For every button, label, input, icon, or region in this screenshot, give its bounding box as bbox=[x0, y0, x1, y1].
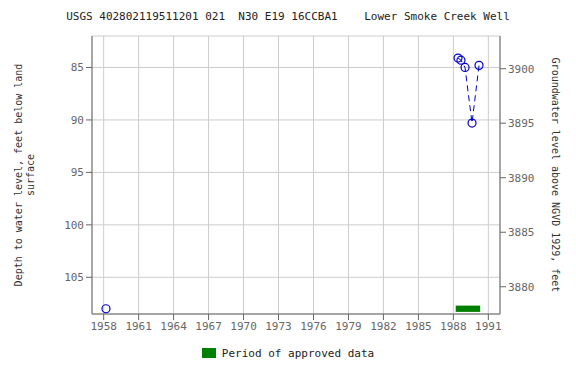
svg-text:1970: 1970 bbox=[230, 320, 257, 333]
svg-text:1991: 1991 bbox=[475, 320, 502, 333]
svg-text:1979: 1979 bbox=[335, 320, 362, 333]
svg-text:3895: 3895 bbox=[508, 117, 535, 130]
svg-text:1982: 1982 bbox=[370, 320, 397, 333]
svg-text:3880: 3880 bbox=[508, 281, 535, 294]
svg-text:90: 90 bbox=[71, 114, 84, 127]
svg-text:1961: 1961 bbox=[125, 320, 152, 333]
svg-text:1988: 1988 bbox=[440, 320, 467, 333]
svg-text:105: 105 bbox=[64, 271, 84, 284]
svg-text:1985: 1985 bbox=[405, 320, 432, 333]
svg-text:1976: 1976 bbox=[300, 320, 327, 333]
html-text:Period of approved data: Period of approved data bbox=[221, 346, 375, 360]
svg-text:1958: 1958 bbox=[90, 320, 117, 333]
svg-text:1964: 1964 bbox=[160, 320, 187, 333]
svg-text:3885: 3885 bbox=[508, 226, 535, 239]
svg-text:95: 95 bbox=[71, 166, 84, 179]
svg-text:1967: 1967 bbox=[195, 320, 222, 333]
svg-text:3900: 3900 bbox=[508, 63, 535, 76]
svg-text:3890: 3890 bbox=[508, 172, 535, 185]
svg-text:Groundwater level above NGVD 1: Groundwater level above NGVD 1929, feet bbox=[550, 58, 561, 293]
html-text:USGS 402802119511201 021 N30 E: USGS 402802119511201 021 N30 E19 16CCBA1… bbox=[66, 10, 510, 23]
svg-text:1973: 1973 bbox=[265, 320, 292, 333]
svg-text:85: 85 bbox=[71, 61, 84, 74]
svg-text:Depth to water level, feet bel: Depth to water level, feet below landsur… bbox=[13, 64, 36, 287]
svg-text:100: 100 bbox=[64, 219, 84, 232]
